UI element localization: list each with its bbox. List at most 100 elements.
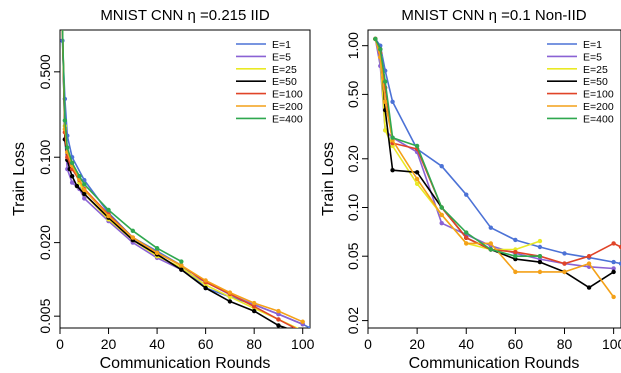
x-tick-label: 40 [458, 336, 474, 352]
data-point [276, 323, 281, 328]
data-point [618, 261, 621, 266]
series-group [373, 36, 621, 300]
series-e-400 [60, 23, 184, 264]
data-point [464, 241, 469, 246]
y-axis-label: Train Loss [320, 142, 337, 216]
data-point [74, 183, 80, 189]
legend-item: E=400 [547, 113, 614, 125]
data-point [513, 237, 518, 243]
data-point [439, 220, 444, 226]
y-tick-label: 0.50 [345, 81, 361, 108]
data-point [390, 99, 395, 104]
data-point [537, 238, 543, 244]
series-e-25 [60, 23, 299, 328]
series-e-5 [60, 23, 305, 327]
data-point [373, 36, 378, 42]
data-point [513, 249, 518, 255]
data-point [537, 244, 543, 250]
data-point [227, 290, 233, 295]
legend-label: E=100 [583, 89, 614, 101]
data-point [60, 23, 64, 27]
data-point [106, 207, 111, 213]
data-point [562, 251, 567, 256]
legend-label: E=200 [583, 101, 614, 113]
data-point [69, 180, 75, 185]
data-point [464, 230, 469, 235]
data-point [537, 259, 543, 265]
legend-label: E=200 [272, 101, 303, 113]
data-point [179, 263, 184, 268]
data-point [65, 145, 70, 150]
series-line [374, 38, 540, 258]
plot-frame [367, 29, 621, 329]
data-point [62, 118, 68, 123]
series-line [374, 38, 614, 270]
data-point [537, 269, 543, 275]
x-tick-label: 80 [557, 336, 573, 352]
data-point [488, 225, 494, 230]
data-point [130, 235, 136, 240]
series-e-50 [373, 36, 616, 290]
data-point [82, 182, 87, 187]
legend-item: E=100 [547, 89, 614, 101]
data-point [179, 259, 184, 264]
y-axis-label: Train Loss [11, 142, 28, 216]
data-point [414, 181, 420, 187]
x-tick-label: 100 [291, 336, 315, 352]
legend-label: E=25 [583, 64, 608, 76]
data-point [60, 23, 64, 27]
legend-label: E=25 [272, 64, 297, 76]
x-ticks: 0 20 40 60 80 100 [364, 328, 621, 352]
legend-item: E=5 [547, 51, 602, 63]
x-tick-label: 60 [198, 336, 214, 352]
data-point [439, 163, 444, 169]
data-point [586, 261, 592, 266]
data-point [562, 269, 567, 275]
data-point [276, 308, 281, 314]
data-point [82, 187, 87, 193]
data-point [537, 254, 543, 259]
data-point [300, 319, 305, 324]
data-point [378, 47, 383, 52]
data-point [464, 192, 469, 197]
data-point [488, 241, 494, 246]
data-point [390, 135, 395, 140]
series-line [374, 38, 615, 298]
y-tick-label: 0.020 [37, 225, 53, 260]
data-point [382, 128, 388, 133]
legend-label: E=1 [583, 39, 602, 51]
y-tick-label: 0.10 [345, 194, 361, 221]
legend-item: E=400 [236, 113, 303, 125]
legend-label: E=400 [272, 113, 303, 125]
data-point [69, 160, 75, 166]
series-e-5 [373, 36, 616, 271]
data-point [60, 23, 64, 27]
series-e-50 [61, 30, 289, 328]
legend-item: E=200 [236, 101, 303, 113]
data-point [77, 173, 82, 179]
x-axis-label: Communication Rounds [100, 355, 271, 372]
y-ticks: 0.02 0.05 0.10 0.20 0.50 1.00 [345, 32, 368, 334]
data-point [611, 269, 616, 275]
data-point [439, 205, 444, 210]
series-line [61, 30, 299, 328]
data-point [203, 285, 208, 291]
x-tick-label: 20 [409, 336, 425, 352]
chart-non-iid: MNIST CNN η =0.1 Non-IID Train Loss Comm… [320, 7, 621, 372]
x-tick-label: 0 [56, 336, 64, 352]
y-tick-label: 0.05 [345, 242, 361, 269]
legend-label: E=5 [583, 51, 602, 63]
y-tick-label: 0.20 [345, 145, 361, 172]
series-line [61, 30, 289, 328]
series-line [61, 30, 304, 325]
legend-item: E=100 [236, 89, 303, 101]
data-point [562, 261, 567, 266]
y-tick-label: 1.00 [345, 32, 361, 59]
legend-item: E=1 [547, 39, 602, 51]
data-point [586, 285, 592, 290]
x-tick-label: 60 [508, 336, 524, 352]
data-point [611, 241, 616, 246]
x-tick-label: 40 [149, 336, 165, 352]
